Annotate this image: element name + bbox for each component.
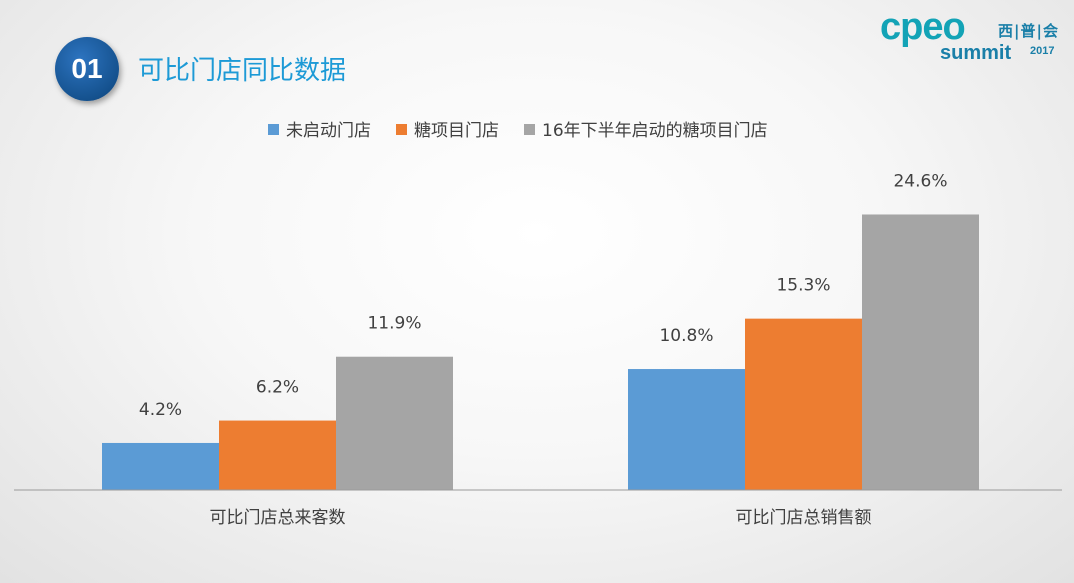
legend-swatch-1 <box>268 124 279 135</box>
bar-1-2 <box>219 420 336 490</box>
logo-chinese: 西|普|会 <box>998 22 1059 40</box>
legend-swatch-2 <box>396 124 407 135</box>
category-label-2: 可比门店总销售额 <box>736 508 872 528</box>
data-label-1-2: 6.2% <box>256 378 299 398</box>
data-label-2-2: 15.3% <box>776 276 830 296</box>
logo-year: 2017 <box>1030 45 1055 57</box>
legend-label-2: 糖项目门店 <box>414 121 499 141</box>
section-number: 01 <box>71 53 103 84</box>
bar-2-1 <box>628 369 745 490</box>
logo-brand: cpeo <box>880 6 966 48</box>
data-label-2-1: 10.8% <box>659 326 713 346</box>
legend-swatch-3 <box>524 124 535 135</box>
bar-1-3 <box>336 356 453 490</box>
page-title: 可比门店同比数据 <box>138 56 347 86</box>
data-label-2-3: 24.6% <box>893 171 947 191</box>
bar-2-2 <box>745 318 862 490</box>
logo-summit: summit <box>940 42 1012 64</box>
cpeo-summit-logo: cpeo 西|普|会 summit 2017 <box>880 6 1060 72</box>
legend-label-1: 未启动门店 <box>286 121 371 141</box>
bar-2-3 <box>862 214 979 491</box>
section-number-badge: 01 <box>55 37 119 101</box>
legend-label-3: 16年下半年启动的糖项目门店 <box>542 121 768 141</box>
bar-1-1 <box>102 442 219 490</box>
category-label-1: 可比门店总来客数 <box>210 508 346 528</box>
data-label-1-1: 4.2% <box>139 400 182 420</box>
data-label-1-3: 11.9% <box>367 314 421 334</box>
